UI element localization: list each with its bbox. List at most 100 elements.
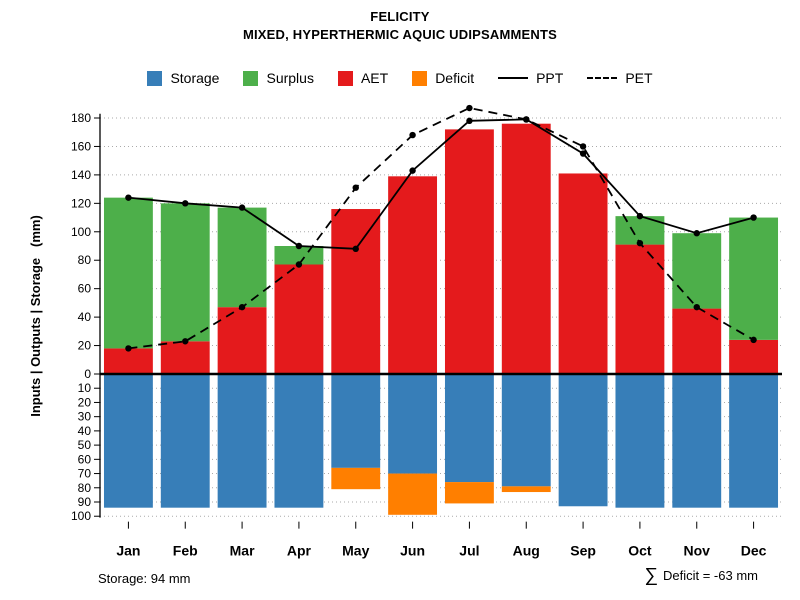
svg-text:30: 30 bbox=[78, 410, 92, 424]
point-ppt-sep bbox=[579, 150, 587, 157]
bar-storage-jul bbox=[444, 374, 494, 483]
bar-storage-mar bbox=[217, 374, 267, 508]
bar-aet-feb bbox=[160, 341, 210, 374]
svg-text:10: 10 bbox=[78, 381, 92, 395]
legend-label-aet: AET bbox=[360, 70, 389, 86]
bar-aet-jun bbox=[388, 176, 438, 374]
svg-text:40: 40 bbox=[78, 424, 92, 438]
chart-title: FELICITY bbox=[370, 9, 430, 24]
point-pet-nov bbox=[693, 303, 700, 311]
bar-aet-jul bbox=[444, 129, 494, 374]
bar-aet-oct bbox=[615, 244, 665, 374]
line-pet bbox=[128, 107, 755, 350]
chart-legend: Storage Surplus AET Deficit PPT PET bbox=[0, 70, 800, 86]
bar-surplus-mar bbox=[217, 207, 267, 308]
month-label-apr: Apr bbox=[287, 543, 312, 559]
legend-item-deficit: Deficit bbox=[412, 70, 474, 86]
month-label-jan: Jan bbox=[116, 543, 140, 559]
month-label-mar: Mar bbox=[230, 543, 255, 559]
point-ppt-mar bbox=[238, 204, 246, 211]
storage-note: Storage: 94 mm bbox=[98, 571, 191, 586]
svg-text:80: 80 bbox=[78, 481, 92, 495]
point-ppt-feb bbox=[182, 200, 189, 207]
point-pet-sep bbox=[579, 143, 587, 150]
svg-text:20: 20 bbox=[78, 395, 92, 409]
bar-aet-jan bbox=[103, 348, 153, 374]
month-label-dec: Dec bbox=[741, 543, 767, 559]
legend-label-pet: PET bbox=[625, 70, 653, 86]
month-label-may: May bbox=[342, 543, 369, 559]
x-axis: Jan Feb Mar Apr May Jun Jul Aug Sep Oct Nov Dec bbox=[116, 521, 767, 559]
bar-surplus-nov bbox=[672, 233, 722, 309]
legend-label-deficit: Deficit bbox=[435, 70, 475, 86]
point-pet-apr bbox=[295, 261, 303, 268]
bar-deficit-jun bbox=[388, 473, 438, 515]
chart-titles: FELICITY MIXED, HYPERTHERMIC AQUIC UDIPS… bbox=[0, 9, 800, 42]
point-pet-aug bbox=[523, 116, 530, 123]
y-axis-label: Inputs | Outputs | Storage (mm) bbox=[28, 215, 43, 417]
legend-item-pet: PET bbox=[587, 70, 653, 86]
point-ppt-jul bbox=[466, 117, 473, 125]
bar-storage-nov bbox=[672, 374, 722, 508]
month-label-feb: Feb bbox=[173, 543, 198, 559]
surplus-swatch-icon bbox=[243, 70, 259, 86]
bar-aet-may bbox=[331, 209, 381, 374]
point-ppt-apr bbox=[295, 242, 303, 250]
svg-text:0: 0 bbox=[84, 367, 91, 381]
bar-storage-aug bbox=[501, 374, 551, 487]
svg-text:100: 100 bbox=[71, 225, 91, 239]
bar-surplus-feb bbox=[160, 203, 210, 342]
deficit-note: ∑ Deficit = -63 mm bbox=[644, 566, 758, 585]
bar-surplus-jan bbox=[103, 197, 153, 349]
svg-text:20: 20 bbox=[78, 339, 92, 353]
point-pet-mar bbox=[238, 303, 246, 311]
bar-deficit-jul bbox=[444, 482, 494, 504]
point-ppt-may bbox=[352, 245, 359, 253]
point-ppt-jan bbox=[125, 194, 132, 201]
point-pet-jun bbox=[409, 131, 416, 139]
bars bbox=[103, 123, 779, 515]
point-pet-may bbox=[352, 184, 359, 191]
svg-text:140: 140 bbox=[71, 168, 91, 182]
svg-text:100: 100 bbox=[71, 509, 91, 523]
svg-text:50: 50 bbox=[78, 438, 92, 452]
month-label-jul: Jul bbox=[459, 543, 479, 559]
legend-label-storage: Storage bbox=[170, 70, 220, 86]
point-pet-oct bbox=[636, 239, 644, 247]
storage-swatch-icon bbox=[147, 70, 163, 86]
deficit-swatch-icon bbox=[412, 70, 428, 86]
bar-storage-jun bbox=[388, 374, 438, 474]
svg-text:120: 120 bbox=[71, 196, 91, 210]
deficit-sum-text: Deficit = -63 mm bbox=[663, 568, 758, 583]
bar-storage-oct bbox=[615, 374, 665, 508]
bar-aet-mar bbox=[217, 307, 267, 374]
month-label-nov: Nov bbox=[684, 543, 711, 559]
month-label-sep: Sep bbox=[570, 543, 596, 559]
trend-lines bbox=[125, 104, 757, 352]
chart-subtitle: MIXED, HYPERTHERMIC AQUIC UDIPSAMMENTS bbox=[242, 27, 558, 42]
sigma-symbol: ∑ bbox=[644, 565, 658, 586]
month-label-jun: Jun bbox=[400, 543, 425, 559]
bar-aet-aug bbox=[501, 123, 551, 374]
svg-text:40: 40 bbox=[78, 310, 92, 324]
bar-aet-apr bbox=[274, 264, 324, 374]
bar-aet-sep bbox=[558, 173, 608, 374]
bar-storage-dec bbox=[729, 374, 779, 508]
svg-text:90: 90 bbox=[78, 495, 92, 509]
svg-text:60: 60 bbox=[78, 452, 92, 466]
gridlines bbox=[100, 117, 782, 517]
bar-aet-nov bbox=[672, 308, 722, 374]
bar-storage-jan bbox=[103, 374, 153, 508]
point-pet-feb bbox=[182, 338, 189, 345]
svg-text:160: 160 bbox=[71, 139, 91, 153]
bar-surplus-dec bbox=[729, 217, 779, 340]
bar-aet-dec bbox=[729, 339, 779, 374]
point-ppt-oct bbox=[636, 212, 644, 220]
bar-surplus-apr bbox=[274, 246, 324, 265]
point-pet-jul bbox=[466, 104, 473, 112]
ppt-solid-line-icon bbox=[498, 77, 529, 79]
legend-label-surplus: Surplus bbox=[266, 70, 314, 86]
month-label-aug: Aug bbox=[513, 543, 540, 559]
